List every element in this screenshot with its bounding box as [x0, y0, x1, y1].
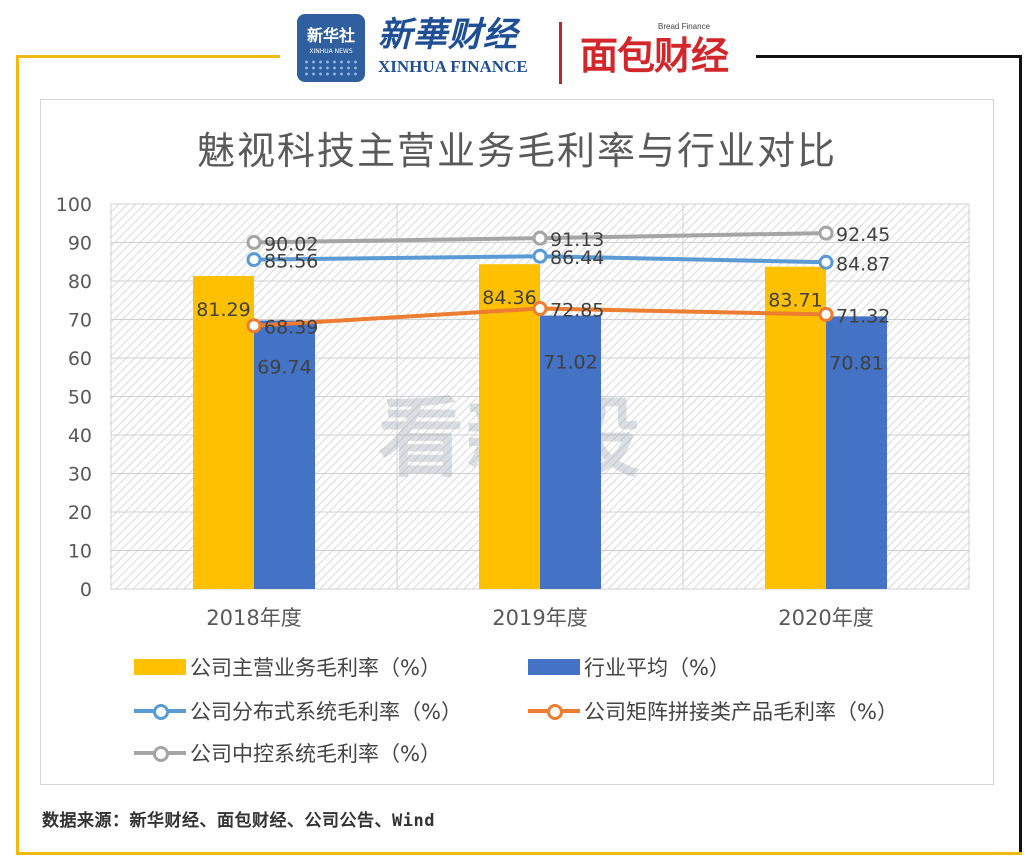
- x-tick-label: 2020年度: [778, 606, 873, 630]
- legend-label-central-control: 公司中控系统毛利率（%）: [190, 742, 441, 766]
- point-label-central-control: 91.13: [550, 229, 604, 251]
- point-label-distributed: 84.87: [836, 253, 890, 275]
- point-distributed: [818, 254, 834, 270]
- xinhua-finance-logo: 新華财经 XINHUA FINANCE: [378, 14, 538, 84]
- frame-right-line: [1019, 55, 1022, 855]
- legend-label-industry-average: 行业平均（%）: [584, 656, 730, 680]
- bar-industry-average: [826, 316, 887, 589]
- legend-swatch-central-control: [134, 743, 186, 763]
- x-axis-ticks: 2018年度 2019年度 2020年度: [206, 606, 873, 630]
- y-tick-label: 60: [68, 348, 92, 370]
- frame-left-line: [16, 55, 19, 855]
- bars: [193, 264, 887, 589]
- bar-label-industry-average: 71.02: [543, 352, 597, 374]
- legend-item-distributed: 公司分布式系统毛利率（%）: [134, 696, 462, 726]
- lines: [246, 225, 834, 334]
- legend-item-company-margin: 公司主营业务毛利率（%）: [134, 652, 441, 682]
- bread-finance-logo-cn: 面包财经: [580, 34, 729, 78]
- y-tick-label: 20: [68, 502, 92, 524]
- point-distributed: [246, 252, 262, 268]
- bar-company-margin: [193, 276, 254, 589]
- bread-finance-logo: Bread Finance 面包财经: [580, 22, 760, 82]
- bar-label-industry-average: 70.81: [829, 352, 883, 374]
- frame-bottom-line: [16, 852, 1022, 855]
- y-tick-label: 100: [56, 194, 92, 216]
- y-tick-label: 90: [68, 233, 92, 255]
- xinhua-news-logo: 新华社 XINHUA NEWS: [297, 14, 365, 82]
- point-label-distributed: 85.56: [264, 251, 318, 273]
- legend-swatch-distributed: [134, 701, 186, 721]
- point-label-matrix: 68.39: [264, 317, 318, 339]
- x-tick-label: 2019年度: [492, 606, 587, 630]
- point-central-control: [246, 234, 262, 250]
- legend-item-central-control: 公司中控系统毛利率（%）: [134, 738, 441, 768]
- logo-divider: [559, 22, 562, 84]
- chart-title: 魅视科技主营业务毛利率与行业对比: [196, 129, 837, 173]
- point-central-control: [818, 225, 834, 241]
- xinhua-finance-logo-en: XINHUA FINANCE: [378, 57, 528, 76]
- point-distributed: [532, 248, 548, 264]
- y-axis-ticks: 0 10 20 30 40 50 60 70 80 90 100: [56, 194, 92, 601]
- xinhua-news-logo-cn: 新华社: [306, 26, 355, 45]
- legend-label-distributed: 公司分布式系统毛利率（%）: [190, 700, 462, 724]
- y-tick-label: 10: [68, 541, 92, 563]
- chart-legend: 公司主营业务毛利率（%） 行业平均（%） 公司分布式系统毛利率（%） 公司矩阵拼…: [130, 648, 950, 778]
- bar-label-company-margin: 81.29: [196, 299, 250, 321]
- globe-dots-icon: [303, 59, 359, 77]
- point-label-matrix: 71.32: [836, 305, 890, 327]
- y-tick-label: 50: [68, 387, 92, 409]
- point-central-control: [532, 230, 548, 246]
- point-matrix: [246, 318, 262, 334]
- bar-industry-average: [540, 315, 601, 589]
- legend-swatch-matrix: [528, 701, 580, 721]
- y-tick-label: 30: [68, 464, 92, 486]
- bar-label-company-margin: 84.36: [482, 287, 536, 309]
- frame-top-left-line: [16, 55, 280, 58]
- bar-label-industry-average: 69.74: [257, 357, 311, 379]
- point-label-matrix: 72.85: [550, 300, 604, 322]
- y-tick-label: 70: [68, 310, 92, 332]
- bar-company-margin: [765, 266, 826, 589]
- bar-label-company-margin: 83.71: [768, 290, 822, 312]
- legend-swatch-company-margin: [134, 659, 186, 675]
- y-tick-label: 80: [68, 271, 92, 293]
- legend-item-industry-average: 行业平均（%）: [528, 652, 730, 682]
- frame-top-right-line: [756, 55, 1022, 58]
- legend-swatch-industry-average: [528, 659, 580, 675]
- source-note: 数据来源：新华财经、面包财经、公司公告、Wind: [42, 811, 435, 831]
- bar-company-margin: [479, 264, 540, 589]
- bar-industry-average: [254, 320, 315, 589]
- point-label-distributed: 86.44: [550, 247, 604, 269]
- point-label-central-control: 92.45: [836, 224, 890, 246]
- data-labels: 81.29 84.36 83.71 69.74 71.02 70.81 85.56 86.44…: [196, 224, 890, 378]
- header: 新华社 XINHUA NEWS 新華财经 XINHUA FINANCE Brea…: [0, 0, 1036, 92]
- y-tick-label: 0: [80, 579, 92, 601]
- xinhua-finance-logo-cn: 新華财经: [378, 15, 518, 55]
- y-tick-label: 40: [68, 425, 92, 447]
- point-matrix: [532, 301, 548, 317]
- legend-label-company-margin: 公司主营业务毛利率（%）: [190, 656, 441, 680]
- x-tick-label: 2018年度: [206, 606, 301, 630]
- xinhua-news-logo-en: XINHUA NEWS: [309, 48, 353, 55]
- bread-finance-logo-en: Bread Finance: [658, 22, 711, 31]
- point-matrix: [818, 306, 834, 322]
- point-label-central-control: 90.02: [264, 233, 318, 255]
- legend-item-matrix: 公司矩阵拼接类产品毛利率（%）: [528, 696, 898, 726]
- legend-label-matrix: 公司矩阵拼接类产品毛利率（%）: [584, 700, 898, 724]
